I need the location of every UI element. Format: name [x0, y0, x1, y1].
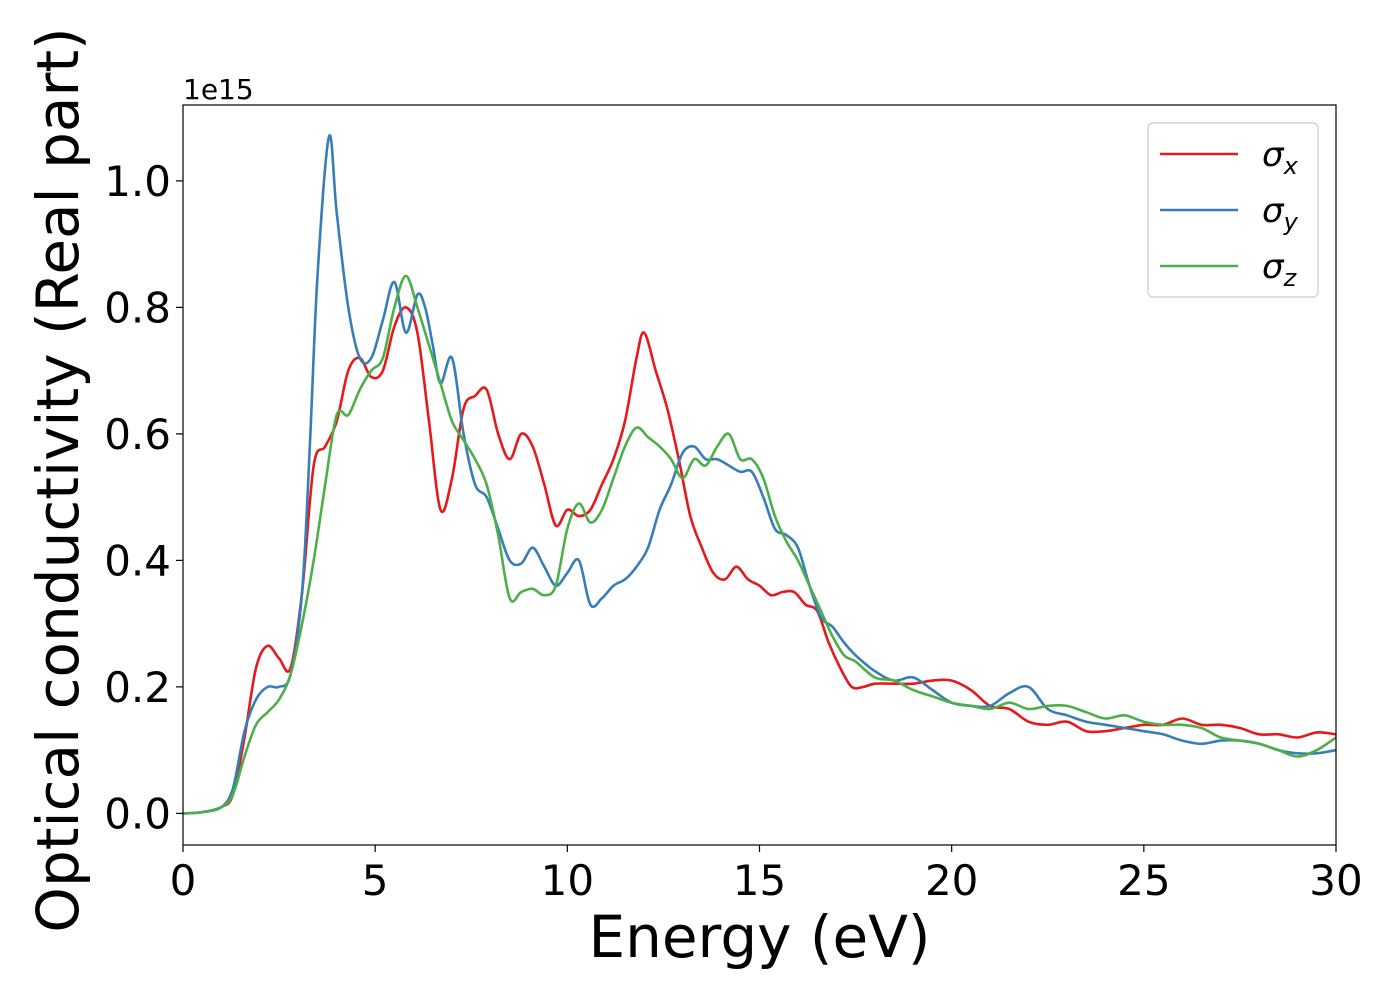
- legend: σx σy σz: [1147, 122, 1319, 298]
- x-tick-label: 20: [925, 856, 978, 905]
- y-tick-label: 0.4: [104, 536, 171, 585]
- x-tick-label: 0: [170, 856, 197, 905]
- x-axis: 0 5 10 15 20 25 30: [170, 845, 1363, 905]
- y-tick-label: 0.8: [104, 283, 171, 332]
- series-line-z: [183, 274, 1336, 815]
- y-tick-label: 0.2: [104, 663, 171, 712]
- x-tick-label: 15: [733, 856, 786, 905]
- y-tick-label: 0.6: [104, 410, 171, 459]
- y-axis: 0.0 0.2 0.4 0.6 0.8 1.0: [104, 157, 183, 838]
- x-tick-label: 5: [362, 856, 389, 905]
- plot-area: [183, 134, 1336, 815]
- y-tick-label: 0.0: [104, 789, 171, 838]
- x-axis-label: Energy (eV): [588, 903, 930, 971]
- y-tick-label: 1.0: [104, 157, 171, 206]
- x-tick-label: 25: [1117, 856, 1170, 905]
- series-line-y: [183, 134, 1336, 815]
- x-tick-label: 30: [1309, 856, 1362, 905]
- series-line-x: [183, 306, 1336, 815]
- legend-label-z: σz: [1262, 247, 1298, 292]
- y-axis-label: Optical conductivity (Real part): [24, 27, 92, 932]
- y-offset-label: 1e15: [183, 73, 254, 106]
- x-tick-label: 10: [541, 856, 594, 905]
- legend-label-y: σy: [1262, 191, 1299, 236]
- legend-label-x: σx: [1262, 135, 1299, 180]
